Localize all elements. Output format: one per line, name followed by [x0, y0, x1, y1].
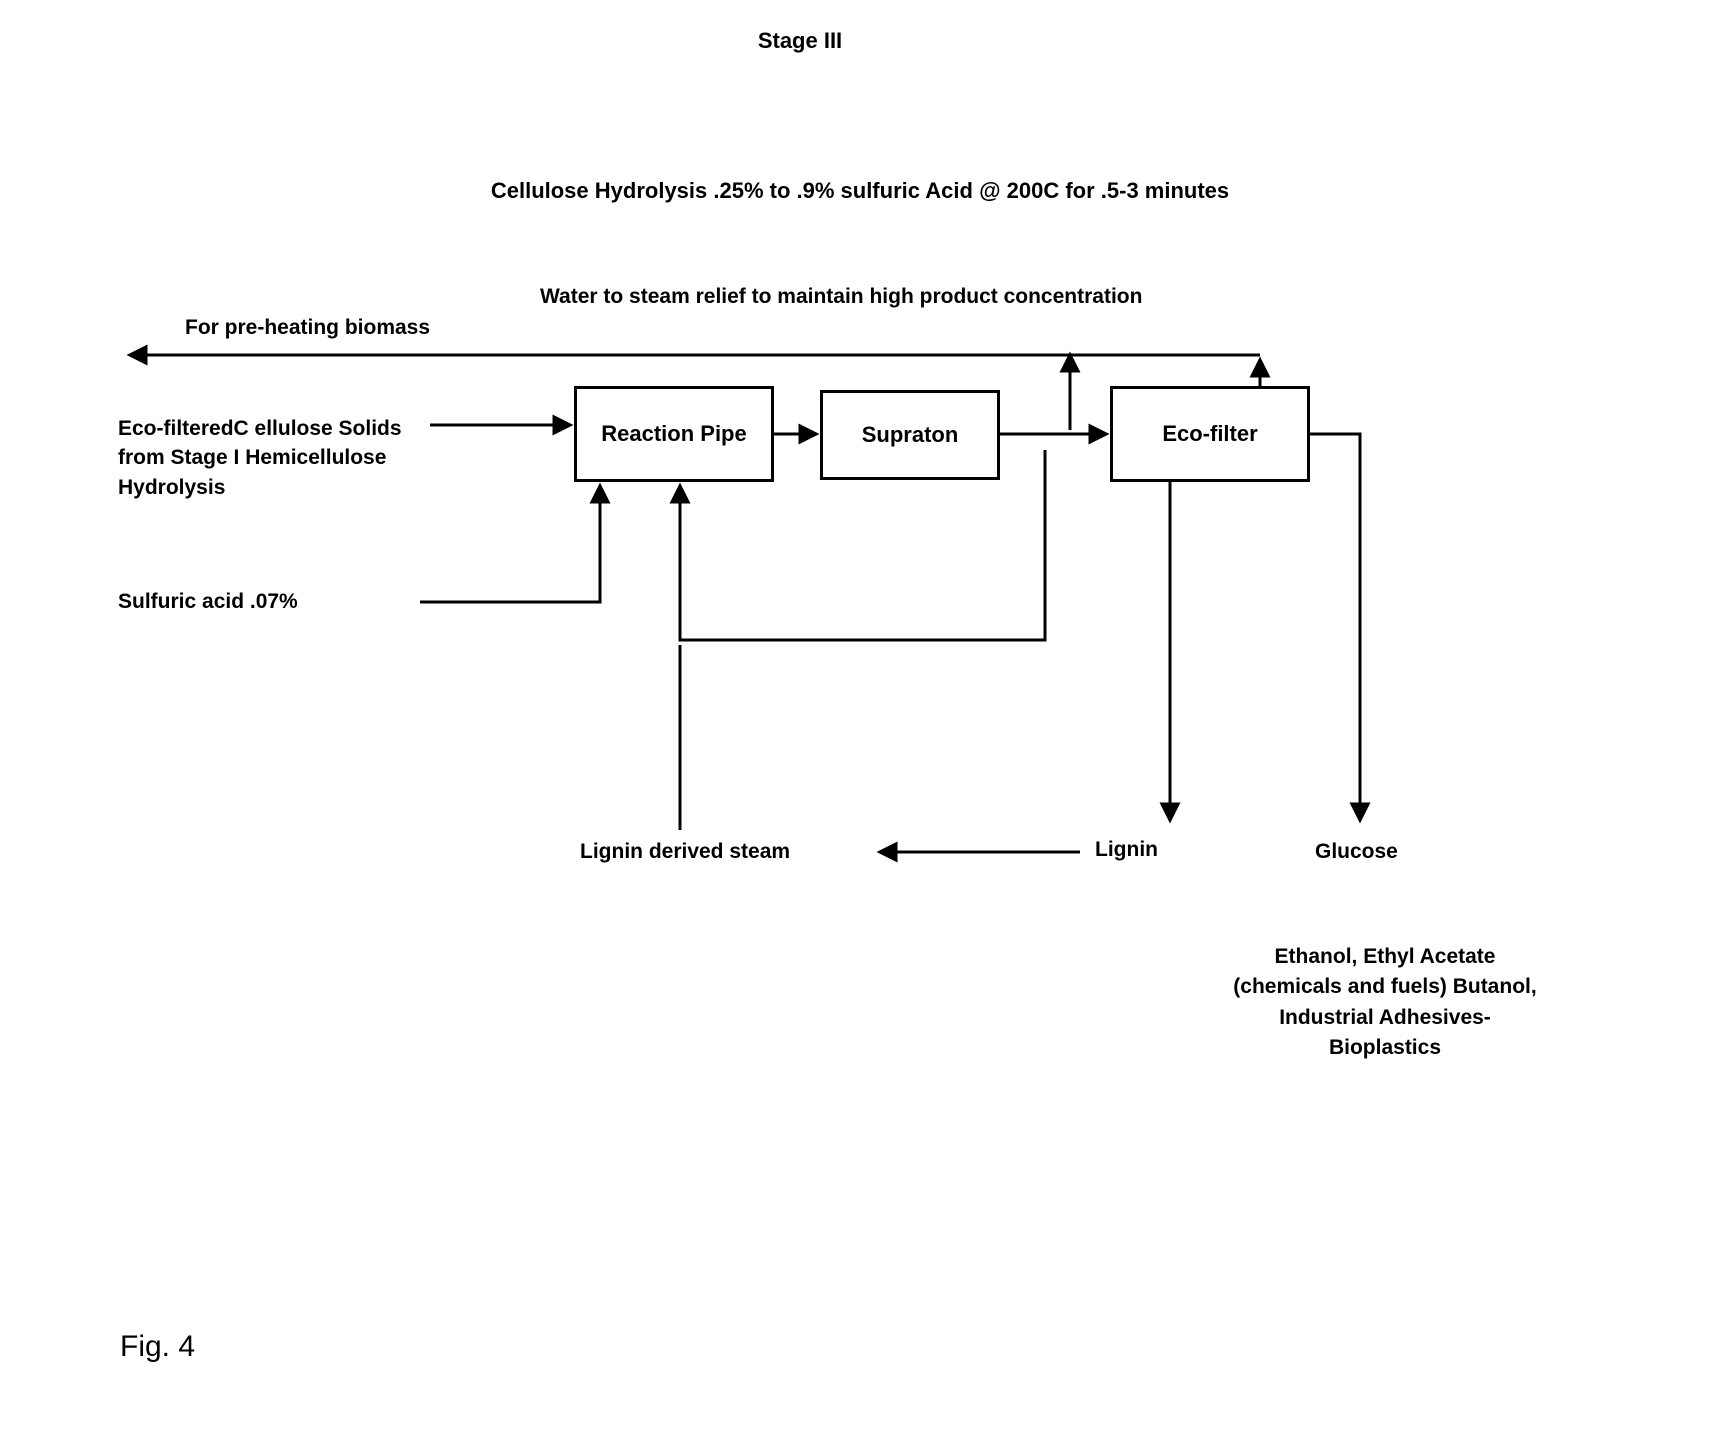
subtitle: Cellulose Hydrolysis .25% to .9% sulfuri… [0, 178, 1720, 204]
stage-title: Stage III [0, 28, 1600, 54]
glucose-label: Glucose [1315, 840, 1398, 864]
lignin-steam-label: Lignin derived steam [580, 840, 790, 864]
reaction-pipe-box: Reaction Pipe [574, 386, 774, 482]
acid-input-label: Sulfuric acid .07% [118, 590, 298, 614]
supraton-label: Supraton [862, 422, 959, 448]
reaction-pipe-label: Reaction Pipe [601, 421, 746, 447]
eco-filter-box: Eco-filter [1110, 386, 1310, 482]
cellulose-input-label: Eco-filteredC ellulose Solids from Stage… [118, 414, 428, 502]
supraton-box: Supraton [820, 390, 1000, 480]
steam-relief-label: Water to steam relief to maintain high p… [540, 285, 1142, 309]
glucose-products: Ethanol, Ethyl Acetate (chemicals and fu… [1230, 942, 1540, 1064]
flowchart-arrows [0, 0, 1720, 1434]
lignin-label: Lignin [1095, 838, 1158, 862]
figure-label: Fig. 4 [120, 1330, 195, 1364]
eco-filter-label: Eco-filter [1162, 421, 1257, 447]
preheat-label: For pre-heating biomass [185, 316, 430, 340]
